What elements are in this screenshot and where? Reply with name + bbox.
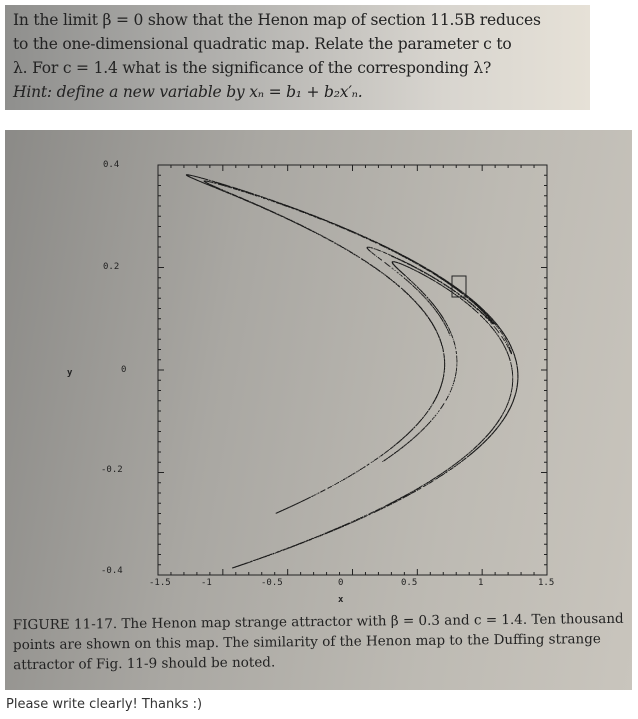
question-line: to the one-dimensional quadratic map. Re…	[13, 35, 512, 53]
plot-frame	[157, 164, 548, 576]
henon-attractor-plot	[157, 164, 548, 576]
x-tick-label: -1.5	[149, 578, 171, 588]
y-tick-label: 0.2	[103, 262, 120, 272]
x-tick-label: -1	[201, 578, 212, 588]
question-hint: Hint: define a new variable by xₙ = b₁ +…	[13, 83, 363, 101]
question-image: In the limit β = 0 show that the Henon m…	[5, 5, 590, 110]
x-axis-label: x	[338, 595, 344, 605]
zoom-box	[451, 275, 467, 298]
y-tick-label: -0.4	[101, 566, 123, 576]
attractor-points	[185, 174, 519, 569]
figure-image: 0.4 0.2 0 -0.2 -0.4 y -1.5 -1 -0.5 0 0.5…	[5, 130, 632, 690]
question-line: In the limit β = 0 show that the Henon m…	[13, 11, 541, 29]
y-axis-label: y	[67, 368, 73, 378]
figure-caption: FIGURE 11-17. The Henon map strange attr…	[12, 610, 624, 674]
attractor-point-cloud	[185, 174, 519, 569]
question-line: λ. For c = 1.4 what is the significance …	[13, 59, 492, 77]
x-tick-label: 0	[338, 578, 344, 588]
plot-ticks	[157, 164, 548, 576]
x-tick-label: 1.5	[538, 578, 555, 588]
y-tick-label: -0.2	[101, 465, 123, 475]
question-footer-text: Please write clearly! Thanks :)	[6, 697, 203, 712]
x-tick-label: 0.5	[401, 578, 418, 588]
x-tick-label: -0.5	[261, 578, 283, 588]
y-tick-label: 0.4	[103, 160, 120, 170]
x-tick-label: 1	[478, 578, 484, 588]
y-tick-label: 0	[121, 365, 127, 375]
